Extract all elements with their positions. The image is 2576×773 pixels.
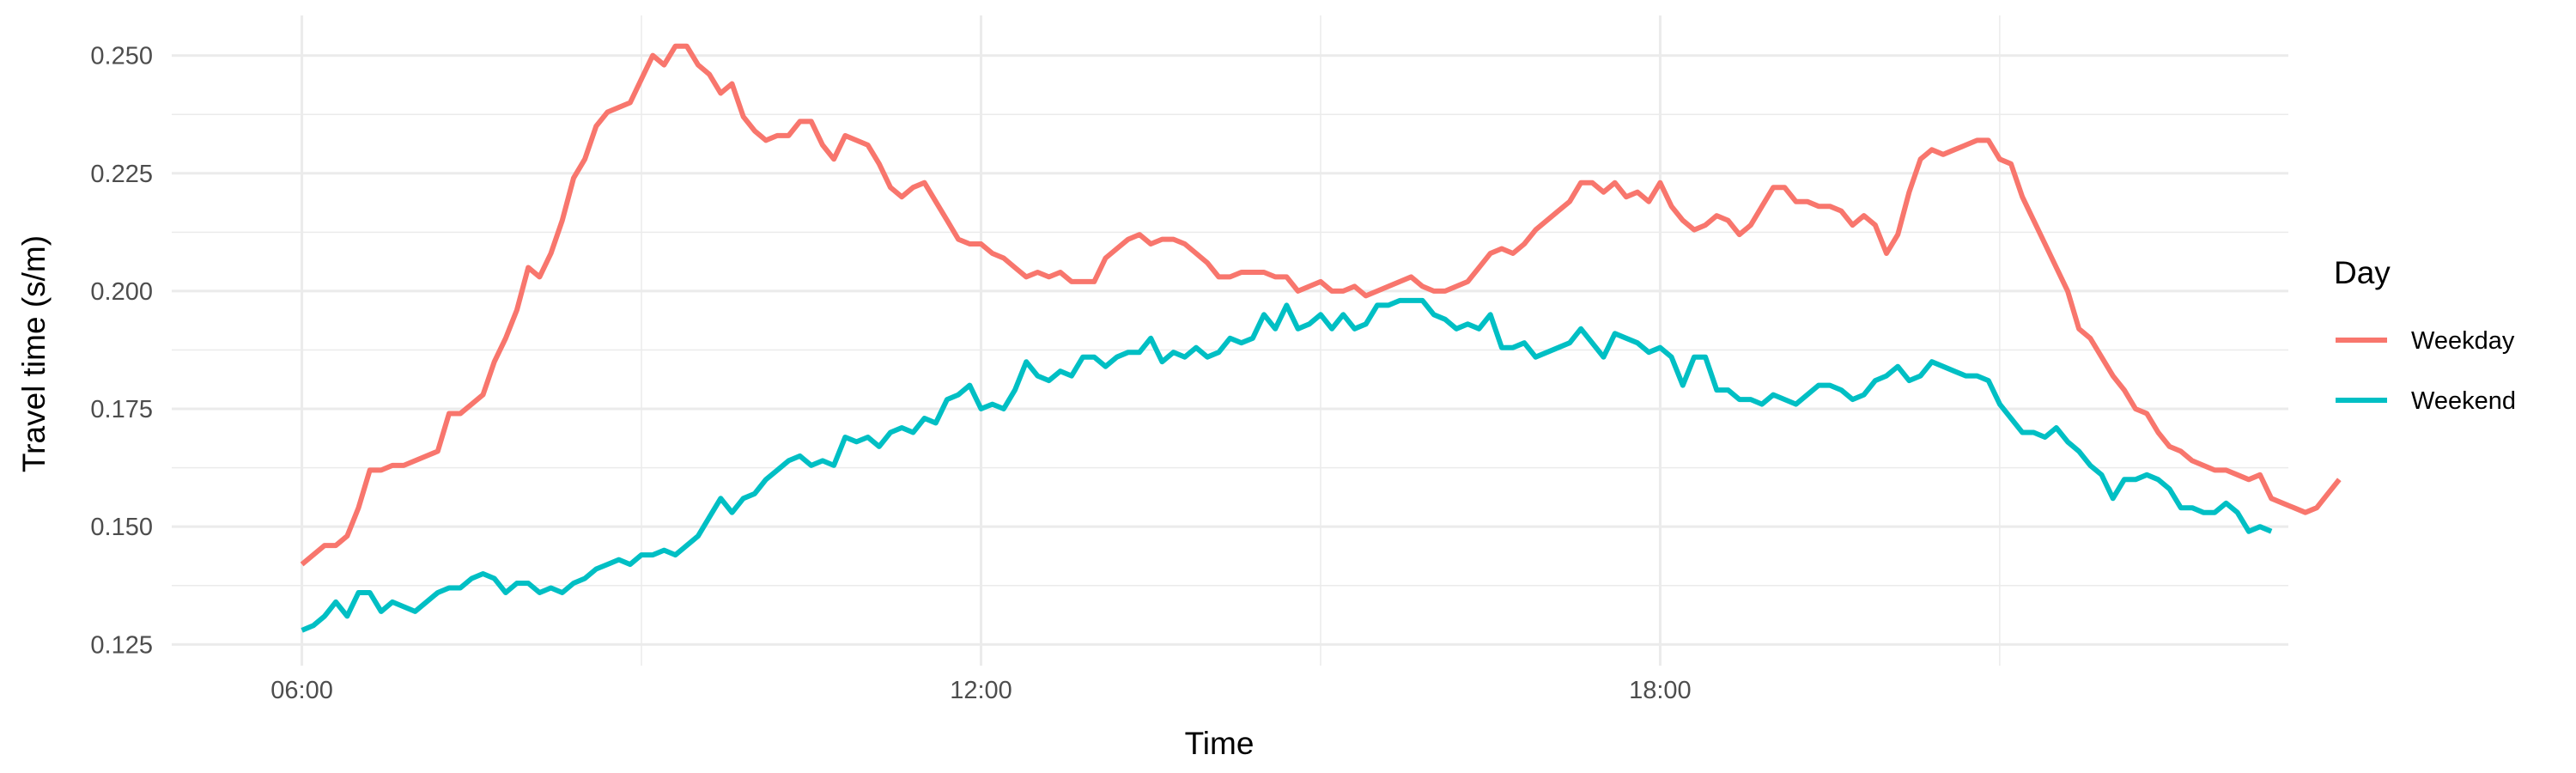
x-axis-title: Time xyxy=(1185,726,1255,761)
x-axis-ticks: 06:00 12:00 18:00 xyxy=(270,677,1691,704)
y-axis-title: Travel time (s/m) xyxy=(16,235,52,472)
x-tick-label: 18:00 xyxy=(1629,677,1692,704)
series-line-weekend xyxy=(301,297,2273,633)
legend: Day Weekday Weekend xyxy=(2334,255,2516,415)
y-tick-label: 0.125 xyxy=(90,631,153,659)
legend-title: Day xyxy=(2334,255,2391,290)
series-lines xyxy=(300,43,2342,633)
y-axis-ticks: 0.125 0.150 0.175 0.200 0.225 0.250 xyxy=(90,43,153,660)
legend-label-weekend: Weekend xyxy=(2411,387,2516,415)
series-line-weekday xyxy=(300,43,2342,567)
y-tick-label: 0.175 xyxy=(90,396,153,423)
x-tick-label: 12:00 xyxy=(950,677,1012,704)
y-tick-label: 0.200 xyxy=(90,278,153,306)
y-tick-label: 0.225 xyxy=(90,161,153,188)
legend-label-weekday: Weekday xyxy=(2411,327,2515,355)
y-tick-label: 0.150 xyxy=(90,514,153,541)
x-tick-label: 06:00 xyxy=(270,677,333,704)
y-tick-label: 0.250 xyxy=(90,43,153,70)
minor-gridlines xyxy=(172,15,2288,666)
